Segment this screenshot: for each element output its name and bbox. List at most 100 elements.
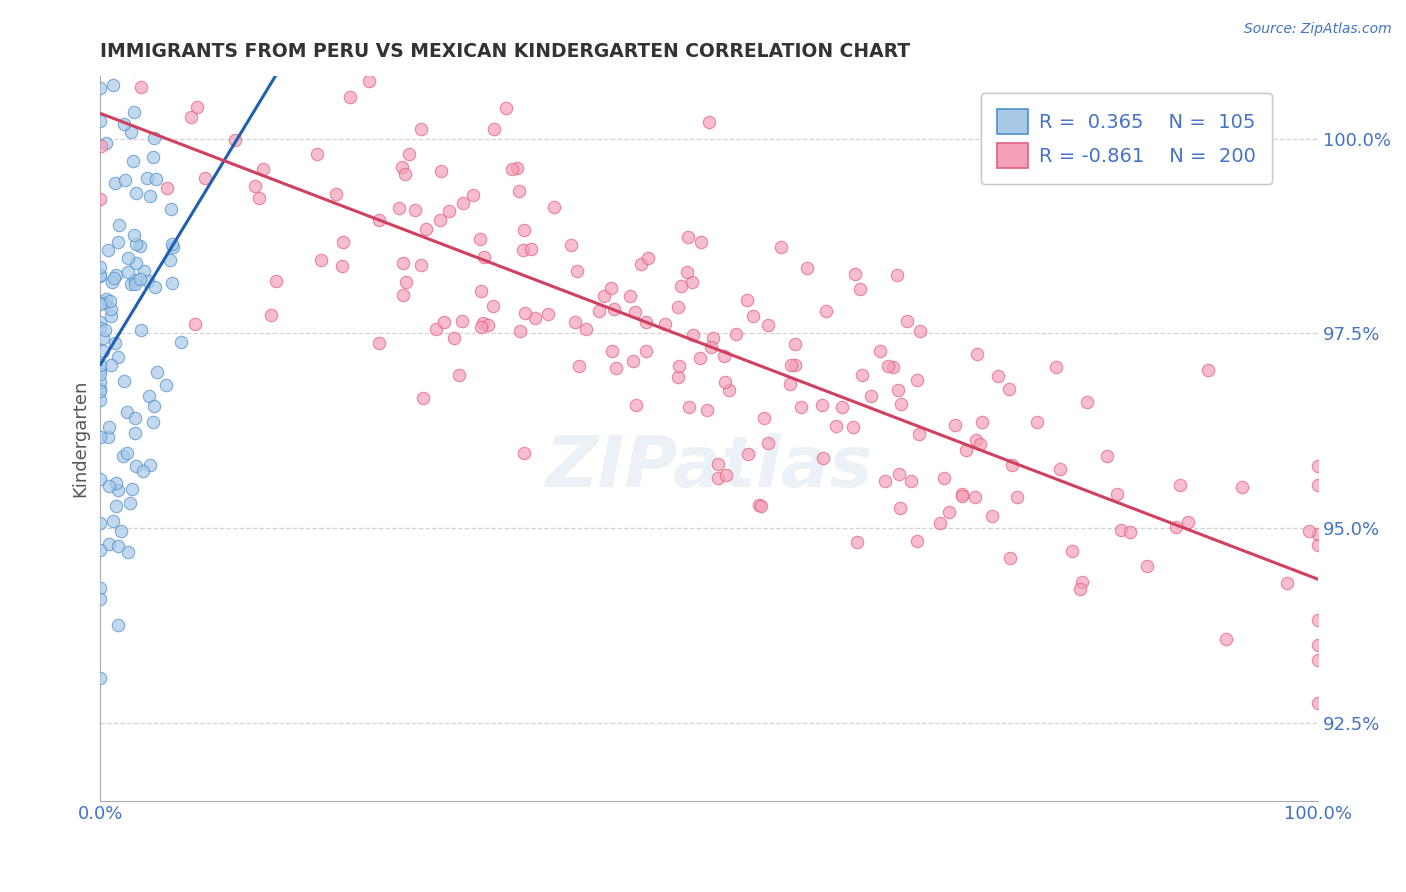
Point	[143, 400, 166, 414]
Point	[501, 162, 523, 177]
Point	[146, 365, 169, 379]
Point	[395, 275, 418, 289]
Point	[89, 315, 111, 329]
Point	[110, 61, 132, 75]
Point	[998, 550, 1021, 565]
Point	[714, 375, 737, 389]
Text: ZIPatlas: ZIPatlas	[546, 433, 873, 502]
Point	[104, 176, 127, 190]
Point	[1306, 527, 1329, 541]
Point	[668, 359, 690, 373]
Point	[100, 309, 122, 323]
Point	[513, 223, 536, 237]
Point	[104, 499, 127, 513]
Point	[998, 382, 1021, 396]
Point	[725, 326, 748, 341]
Point	[180, 110, 202, 124]
Point	[969, 437, 991, 451]
Point	[630, 257, 652, 271]
Point	[1109, 523, 1132, 537]
Point	[965, 433, 987, 447]
Point	[908, 324, 931, 338]
Point	[101, 514, 124, 528]
Point	[425, 322, 447, 336]
Point	[89, 591, 111, 606]
Point	[1045, 360, 1067, 375]
Point	[472, 317, 495, 331]
Point	[89, 114, 111, 128]
Point	[118, 496, 141, 510]
Point	[368, 336, 391, 351]
Point	[1135, 559, 1157, 574]
Text: Source: ZipAtlas.com: Source: ZipAtlas.com	[1244, 22, 1392, 37]
Point	[404, 203, 426, 218]
Point	[107, 351, 129, 365]
Point	[1306, 696, 1329, 710]
Point	[1306, 613, 1329, 627]
Point	[560, 238, 582, 252]
Point	[1298, 524, 1320, 538]
Point	[89, 297, 111, 311]
Point	[905, 533, 928, 548]
Point	[125, 186, 148, 200]
Point	[143, 131, 166, 145]
Point	[621, 354, 644, 368]
Point	[96, 292, 118, 306]
Point	[143, 280, 166, 294]
Point	[437, 204, 460, 219]
Point	[107, 618, 129, 632]
Point	[96, 136, 118, 150]
Point	[142, 150, 165, 164]
Point	[129, 323, 152, 337]
Point	[900, 475, 922, 489]
Point	[513, 445, 536, 459]
Point	[117, 251, 139, 265]
Point	[451, 314, 474, 328]
Point	[470, 319, 492, 334]
Point	[89, 192, 111, 206]
Point	[264, 274, 287, 288]
Point	[115, 404, 138, 418]
Point	[155, 378, 177, 392]
Point	[1026, 415, 1049, 429]
Point	[111, 449, 134, 463]
Point	[108, 218, 131, 232]
Point	[741, 309, 763, 323]
Point	[603, 301, 626, 316]
Point	[97, 430, 120, 444]
Point	[89, 358, 111, 372]
Point	[243, 178, 266, 193]
Point	[752, 411, 775, 425]
Point	[860, 389, 883, 403]
Point	[411, 122, 433, 136]
Point	[567, 264, 589, 278]
Point	[575, 322, 598, 336]
Point	[1070, 574, 1092, 589]
Point	[889, 500, 911, 515]
Point	[472, 250, 495, 264]
Point	[184, 317, 207, 331]
Point	[882, 359, 904, 374]
Point	[114, 173, 136, 187]
Point	[128, 239, 150, 253]
Point	[100, 358, 122, 372]
Point	[415, 221, 437, 235]
Point	[634, 315, 657, 329]
Point	[122, 228, 145, 243]
Point	[849, 282, 872, 296]
Point	[907, 373, 929, 387]
Point	[124, 277, 146, 291]
Point	[1049, 462, 1071, 476]
Point	[136, 170, 159, 185]
Point	[125, 458, 148, 473]
Point	[714, 467, 737, 482]
Point	[841, 419, 863, 434]
Point	[89, 382, 111, 396]
Point	[124, 273, 146, 287]
Point	[307, 147, 329, 161]
Point	[89, 430, 111, 444]
Point	[811, 450, 834, 465]
Point	[972, 415, 994, 429]
Point	[681, 275, 703, 289]
Point	[537, 307, 560, 321]
